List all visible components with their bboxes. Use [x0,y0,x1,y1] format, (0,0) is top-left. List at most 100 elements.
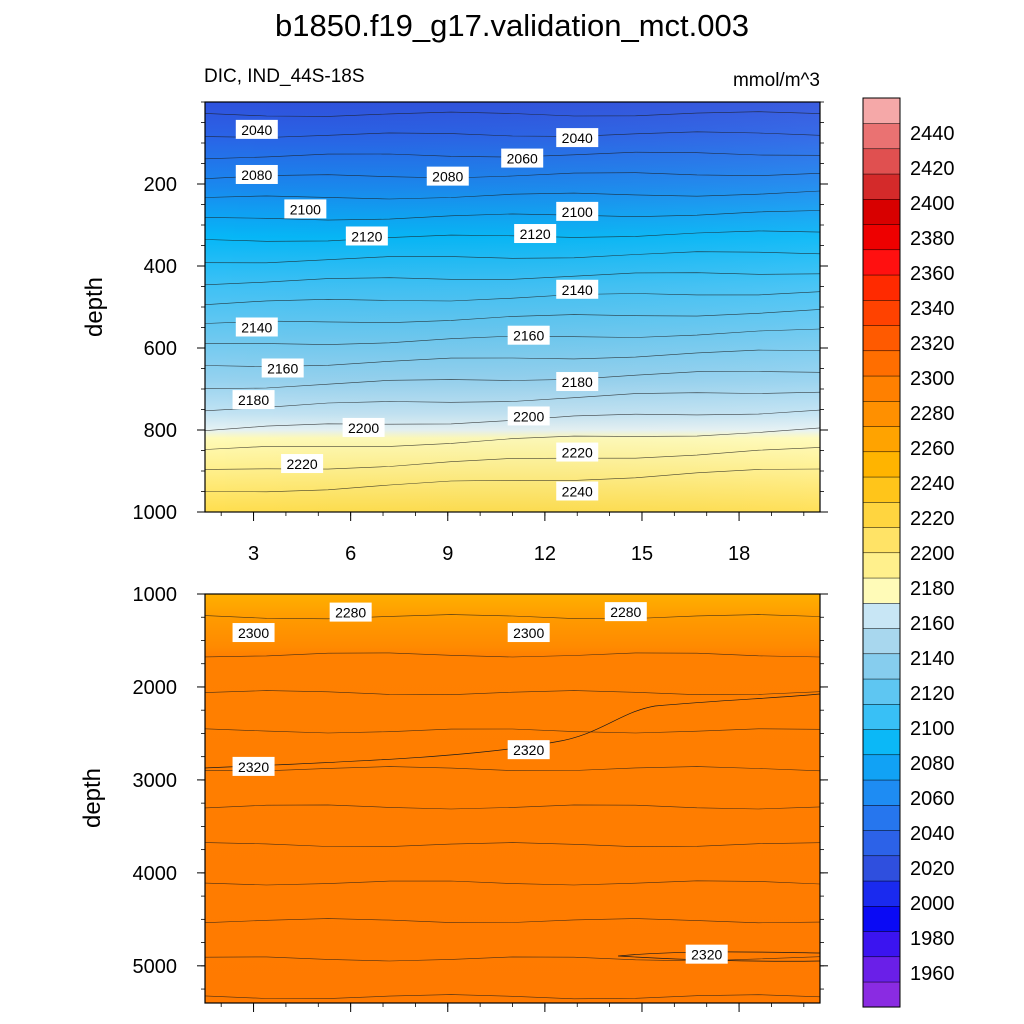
contour-label-text: 2080 [241,167,272,183]
contour-label: 2120 [514,224,557,244]
colorbar-tick-label: 2380 [910,228,955,250]
contour-label-text: 2320 [513,742,544,758]
colorbar-swatch [862,173,901,200]
colorbar-swatch [862,956,901,983]
y-tick-label: 400 [144,256,177,278]
contour-label-box [556,481,599,501]
colorbar-tick-label: 2100 [910,718,955,740]
contour-label-box [284,199,327,219]
contour-label-box [232,623,275,643]
upper-axis-ticks: 200 400 600 800 1000 [133,101,828,524]
contour-line [204,291,821,305]
colorbar-tick-label: 2080 [910,753,955,775]
contour-line [204,210,821,221]
contour-line [204,391,821,412]
colorbar-swatch [862,501,901,528]
contour-line [204,272,821,286]
colorbar-swatch [862,754,901,781]
contour-label: 2160 [507,325,550,345]
colorbar-swatch [862,476,901,503]
contour-line [204,230,821,242]
colorbar-swatch [862,729,901,756]
colorbar-swatch [862,779,901,806]
colorbar-tick-label: 2220 [910,508,955,530]
contour-label: 2220 [281,454,324,474]
contour-label: 2320 [232,756,275,776]
contour-label-box [281,454,324,474]
contour-label-text: 2280 [610,604,641,620]
contour-label-box [235,119,278,139]
contour-label-text: 2080 [432,169,463,185]
contour-label-text: 2160 [267,361,298,377]
contour-label: 2320 [685,944,728,964]
colorbar-swatch [862,905,901,932]
contour-label-box [685,944,728,964]
colorbar-swatch [862,602,901,629]
contour-label-text: 2220 [562,445,593,461]
contour-line [204,349,821,367]
x-tick-label: 3 [248,543,259,565]
colorbar-swatch [862,375,901,402]
lower-y-axis-label: depth [79,768,106,828]
contour-line [204,994,821,1000]
contour-label-box [507,406,550,426]
colorbar-tick-label: 2420 [910,158,955,180]
x-tick-label: 18 [728,543,750,565]
colorbar-swatch [862,804,901,831]
contour-line [204,309,821,324]
x-tick-label: 6 [345,543,356,565]
contour-label-text: 2040 [241,122,272,138]
contour-label-box [329,602,372,622]
colorbar-tick-label: 2160 [910,613,955,635]
colorbar-tick-label: 2120 [910,683,955,705]
colorbar-swatch [862,224,901,251]
colorbar-swatch [862,527,901,554]
x-axis-tick-labels: 3 6 9 12 15 18 [248,543,750,565]
colorbar-swatch [862,552,901,579]
colorbar-swatch [862,931,901,958]
contour-label-text: 2140 [562,282,593,298]
contour-line [204,766,821,772]
contour-label: 2240 [556,481,599,501]
contour-label: 2200 [342,417,385,437]
y-tick-label: 1000 [133,502,178,524]
lower-contour-labels: 2280 2280 2300 2300 2320 2320 2320 [232,602,728,964]
colorbar-tick-label: 2360 [910,263,955,285]
contour-label: 2180 [556,372,599,392]
contour-label: 2200 [507,406,550,426]
y-tick-label: 5000 [133,956,178,978]
contour-label-text: 2320 [691,947,722,963]
contour-label: 2220 [556,442,599,462]
contour-label: 2300 [232,623,275,643]
contour-label-text: 2060 [507,151,538,167]
contour-label-text: 2100 [562,204,593,220]
colorbar-tick-label: 2240 [910,473,955,495]
contour-label-text: 2100 [290,201,321,217]
contour-line [204,131,821,138]
colorbar-swatch [862,451,901,478]
contour-label-text: 2320 [238,759,269,775]
contour-label-text: 2300 [513,625,544,641]
upper-panel-shade [205,102,820,512]
colorbar-swatch [862,350,901,377]
colorbar-swatch [862,299,901,326]
contour-line [204,172,821,179]
contour-label: 2080 [235,164,278,184]
contour-label-box [345,226,388,246]
contour-line [204,690,821,696]
upper-contour-labels: 2040 2040 2060 2080 2080 2100 2100 2120 2120 2140… [232,119,599,501]
contour-line [204,842,821,848]
colorbar-swatch [862,830,901,857]
contour-label-box [235,164,278,184]
colorbar-swatch [862,400,901,427]
colorbar-swatch [862,325,901,352]
contour-line [204,804,821,810]
contour-label-box [556,201,599,221]
contour-label-text: 2240 [562,484,593,500]
x-tick-label: 9 [442,543,453,565]
contour-label-text: 2140 [241,320,272,336]
colorbar-swatch [862,148,901,175]
contour-label: 2040 [556,128,599,148]
contour-label: 2280 [604,602,647,622]
